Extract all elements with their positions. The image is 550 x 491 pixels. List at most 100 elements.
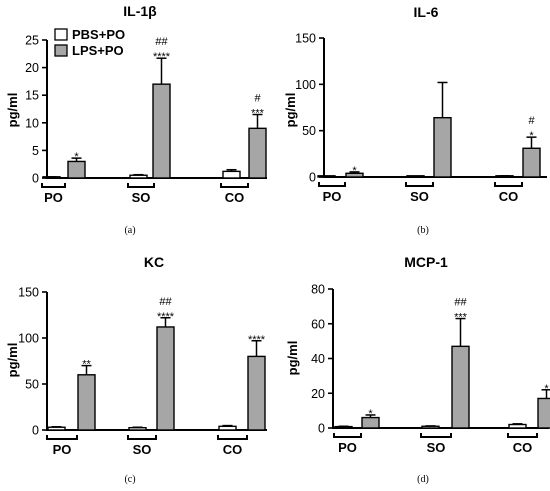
chart-panel-1: IL-1β pg/ml 0 5 10 15 20 25 PO SO CO * ## **** # *** (a) bbox=[5, 3, 267, 236]
significance-marker: **** bbox=[157, 311, 175, 323]
bar-pbs-so bbox=[129, 174, 148, 179]
y-tick-label: 0 bbox=[318, 422, 325, 436]
category-bracket bbox=[420, 433, 452, 438]
y-tick-label: 50 bbox=[302, 124, 316, 138]
category-bracket bbox=[507, 433, 538, 438]
y-tick-label: 0 bbox=[309, 171, 316, 185]
bar-lps-so bbox=[451, 345, 470, 429]
bar-pbs-po bbox=[47, 426, 66, 431]
y-tick-label: 15 bbox=[25, 89, 39, 103]
bar-pbs-po bbox=[42, 176, 61, 179]
y-tick-label: 20 bbox=[25, 61, 39, 75]
y-tick-label: 50 bbox=[25, 378, 39, 392]
significance-marker: * bbox=[368, 408, 373, 420]
significance-marker: ## bbox=[454, 297, 467, 309]
y-axis-label: pg/ml bbox=[5, 93, 20, 128]
y-tick-label: 5 bbox=[32, 144, 39, 158]
category-bracket bbox=[127, 435, 157, 440]
y-tick-label: 60 bbox=[311, 317, 325, 331]
bar-pbs-co bbox=[222, 170, 241, 179]
bar-pbs-so bbox=[421, 425, 440, 429]
bar-lps-co bbox=[247, 355, 266, 431]
category-bracket bbox=[405, 182, 434, 187]
bar-pbs-po bbox=[317, 175, 336, 178]
significance-marker: **** bbox=[153, 51, 171, 63]
panel-label: (a) bbox=[124, 225, 135, 236]
legend: PBS+PO LPS+PO bbox=[54, 27, 125, 58]
x-tick-label: SO bbox=[427, 440, 446, 455]
legend-swatch-lps bbox=[54, 44, 68, 57]
category-bracket bbox=[41, 183, 66, 188]
bar-lps-so bbox=[156, 326, 175, 431]
y-tick-label: 40 bbox=[311, 352, 325, 366]
bar-lps-co bbox=[537, 397, 550, 429]
category-bracket bbox=[217, 435, 248, 440]
panel-label: (d) bbox=[417, 474, 429, 485]
x-tick-label: CO bbox=[499, 189, 519, 204]
y-axis-label: pg/ml bbox=[5, 343, 20, 378]
chart-title: IL-6 bbox=[414, 4, 439, 20]
category-bracket bbox=[46, 435, 78, 440]
chart-panel-2: IL-6 pg/ml 0 50 100 150 PO SO CO * # * (b) bbox=[283, 4, 547, 236]
significance-marker: *** bbox=[251, 108, 265, 120]
chart-title: IL-1β bbox=[123, 3, 157, 19]
significance-marker: ## bbox=[159, 296, 172, 308]
bar-lps-so bbox=[152, 83, 171, 179]
bar-lps-po bbox=[345, 172, 364, 178]
bar-pbs-co bbox=[218, 425, 237, 431]
bar-pbs-co bbox=[495, 175, 514, 178]
significance-marker: # bbox=[254, 93, 261, 105]
y-tick-label: 80 bbox=[311, 283, 325, 297]
y-tick-label: 20 bbox=[311, 387, 325, 401]
bar-lps-po bbox=[77, 374, 96, 431]
x-tick-label: SO bbox=[133, 442, 152, 457]
legend-swatch-pbs bbox=[54, 28, 68, 41]
category-bracket bbox=[494, 182, 523, 187]
bar-lps-co bbox=[522, 147, 541, 178]
y-tick-label: 0 bbox=[32, 424, 39, 438]
x-tick-label: PO bbox=[44, 190, 63, 205]
x-tick-label: CO bbox=[513, 440, 533, 455]
category-bracket bbox=[220, 183, 249, 188]
bar-lps-co bbox=[248, 127, 267, 179]
x-tick-label: CO bbox=[223, 442, 243, 457]
bar-lps-so bbox=[433, 116, 452, 178]
category-bracket bbox=[318, 182, 346, 187]
x-tick-label: PO bbox=[338, 440, 357, 455]
category-bracket bbox=[127, 183, 155, 188]
y-axis-label: pg/ml bbox=[285, 341, 300, 376]
x-tick-label: SO bbox=[410, 189, 429, 204]
x-tick-label: PO bbox=[323, 189, 342, 204]
y-tick-label: 150 bbox=[295, 32, 316, 46]
y-axis-label: pg/ml bbox=[283, 93, 298, 128]
x-tick-label: PO bbox=[53, 442, 72, 457]
bar-lps-po bbox=[361, 416, 380, 429]
significance-marker: **** bbox=[248, 334, 266, 346]
bar-lps-po bbox=[67, 160, 86, 179]
bar-pbs-co bbox=[508, 423, 527, 429]
chart-title: KC bbox=[144, 254, 164, 270]
y-tick-label: 150 bbox=[18, 286, 39, 300]
y-tick-label: 100 bbox=[295, 78, 316, 92]
significance-marker: # bbox=[528, 115, 535, 127]
legend-label-pbs: PBS+PO bbox=[72, 27, 125, 42]
x-tick-label: CO bbox=[225, 190, 245, 205]
significance-marker: * bbox=[74, 151, 79, 163]
bar-pbs-so bbox=[128, 427, 147, 431]
y-tick-label: 10 bbox=[25, 116, 39, 130]
y-tick-label: 25 bbox=[25, 34, 39, 48]
panel-label: (c) bbox=[124, 474, 135, 485]
significance-marker: *** bbox=[454, 312, 468, 324]
significance-marker: ** bbox=[82, 359, 91, 371]
significance-marker: * bbox=[352, 165, 357, 177]
panel-label: (b) bbox=[417, 225, 429, 236]
significance-marker: ## bbox=[155, 36, 168, 48]
bar-pbs-so bbox=[406, 175, 425, 178]
chart-panel-3: KC pg/ml 0 50 100 150 PO SO CO ** ## **** **** (c) bbox=[5, 254, 267, 485]
legend-label-lps: LPS+PO bbox=[72, 43, 124, 58]
y-tick-label: 0 bbox=[32, 172, 39, 186]
bar-pbs-po bbox=[334, 425, 353, 429]
x-tick-label: SO bbox=[132, 190, 151, 205]
